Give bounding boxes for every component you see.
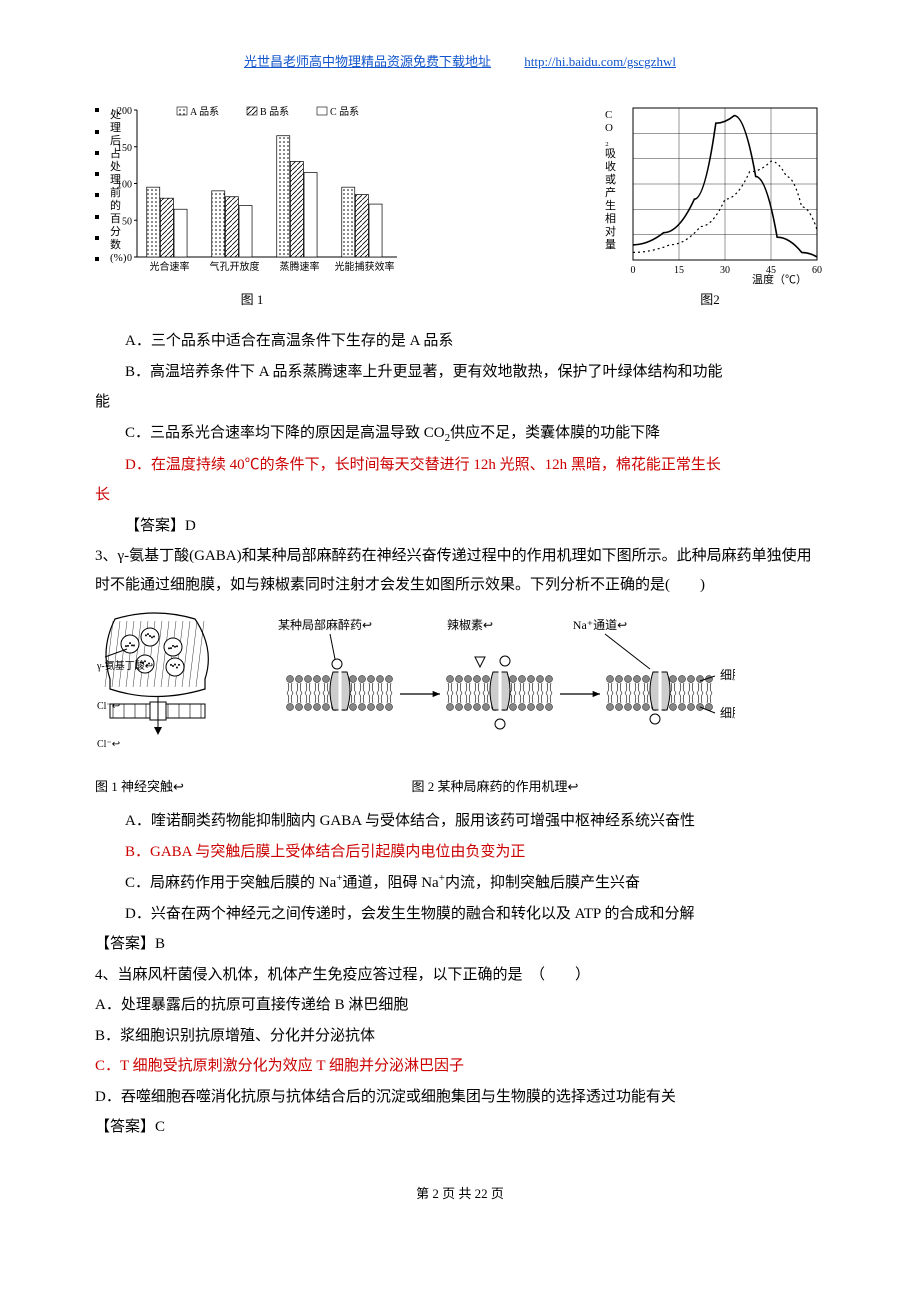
bar-chart-svg: 处理后占处理前的百分数(%)050100150200A 品系B 品系C 品系光合… (102, 100, 402, 285)
q3-fig1-caption: 图 1 神经突触↩ (95, 775, 225, 800)
svg-text:气孔开放度: 气孔开放度 (210, 260, 260, 273)
mechanism-svg: 某种局部麻醉药↩ 辣椒素↩ Na⁺通道↩ 细胞膜↩ 细胞内↩ (255, 609, 735, 764)
svg-text:数: 数 (110, 238, 121, 251)
svg-text:或: 或 (605, 173, 616, 186)
svg-text:O: O (605, 122, 613, 134)
svg-text:辣椒素↩: 辣椒素↩ (447, 618, 493, 632)
svg-text:15: 15 (674, 265, 684, 276)
svg-text:量: 量 (605, 238, 616, 251)
svg-text:处: 处 (110, 160, 121, 173)
q2-opt-d: D．在温度持续 40℃的条件下，长时间每天交替进行 12h 光照、12h 黑暗，… (95, 451, 825, 480)
figures-row: 处理后占处理前的百分数(%)050100150200A 品系B 品系C 品系光合… (95, 100, 825, 313)
q3-opt-b: B．GABA 与突触后膜上受体结合后引起膜内电位由负变为正 (95, 838, 825, 867)
svg-text:分: 分 (110, 225, 121, 238)
svg-text:B 品系: B 品系 (260, 106, 289, 118)
svg-text:0: 0 (631, 265, 636, 276)
svg-text:(%): (%) (110, 252, 127, 264)
svg-text:A 品系: A 品系 (190, 106, 219, 118)
svg-text:0: 0 (127, 253, 132, 264)
svg-text:百: 百 (110, 213, 121, 225)
svg-text:产: 产 (605, 185, 616, 199)
q3-opt-d: D．兴奋在两个神经元之间传递时，会发生生物膜的融合和转化以及 ATP 的合成和分… (95, 900, 825, 929)
svg-text:200: 200 (117, 106, 132, 117)
svg-text:的: 的 (110, 198, 121, 212)
svg-text:细胞内↩: 细胞内↩ (720, 706, 735, 720)
svg-text:50: 50 (122, 216, 132, 227)
svg-text:细胞膜↩: 细胞膜↩ (720, 668, 735, 682)
svg-text:C 品系: C 品系 (330, 106, 359, 118)
svg-text:100: 100 (117, 179, 132, 190)
header-url: http://hi.baidu.com/gscgzhwl (524, 54, 676, 69)
svg-text:₂: ₂ (605, 135, 609, 147)
svg-text:C: C (605, 109, 612, 121)
bullet-column (95, 100, 102, 270)
svg-text:温度（℃）: 温度（℃） (752, 272, 807, 285)
svg-text:蒸腾速率: 蒸腾速率 (280, 260, 320, 273)
svg-text:理: 理 (110, 121, 121, 134)
page-footer: 第 2 页 共 22 页 (95, 1182, 825, 1207)
svg-text:γ-氨基丁酸↩: γ-氨基丁酸↩ (96, 659, 153, 672)
synapse-svg: γ-氨基丁酸↩ Cl⁻↩ Cl⁻↩ (95, 609, 225, 764)
q3-opt-a: A．喹诺酮类药物能抑制脑内 GABA 与受体结合，服用该药可增强中枢神经系统兴奋… (95, 807, 825, 836)
q3-answer: 【答案】B (95, 930, 825, 959)
svg-text:生: 生 (605, 198, 616, 212)
q4-opt-c: C．T 细胞受抗原刺激分化为效应 T 细胞并分泌淋巴因子 (95, 1052, 825, 1081)
q3-fig2: 某种局部麻醉药↩ 辣椒素↩ Na⁺通道↩ 细胞膜↩ 细胞内↩ 图 2 某种局麻药的作用机… (255, 609, 735, 799)
page-header: 光世昌老师高中物理精品资源免费下载地址 http://hi.baidu.com/… (95, 50, 825, 75)
svg-text:60: 60 (812, 265, 822, 276)
q3-fig2-caption: 图 2 某种局麻药的作用机理↩ (255, 775, 735, 800)
q3-fig1: γ-氨基丁酸↩ Cl⁻↩ Cl⁻↩ 图 1 神经突触↩ (95, 609, 225, 799)
header-author: 光世昌老师高中物理精品资源免费下载地址 (244, 54, 491, 69)
fig2-caption: 图2 (700, 288, 720, 313)
line-chart-svg: CO₂吸收或产生相对量015304560温度（℃） (595, 100, 825, 285)
svg-text:30: 30 (720, 265, 730, 276)
q4-stem: 4、当麻风杆菌侵入机体，机体产生免疫应答过程，以下正确的是 （ ） (95, 961, 825, 990)
svg-text:光能捕获效率: 光能捕获效率 (335, 260, 395, 273)
q2-opt-b-tail: 能 (95, 388, 825, 417)
q4-answer: 【答案】C (95, 1113, 825, 1142)
q3-diagrams: γ-氨基丁酸↩ Cl⁻↩ Cl⁻↩ 图 1 神经突触↩ 某种局部麻醉药↩ 辣椒素↩ Na… (95, 609, 825, 799)
q2-opt-a: A．三个品系中适合在高温条件下生存的是 A 品系 (95, 327, 825, 356)
q3-opt-c: C．局麻药作用于突触后膜的 Na+通道，阻碍 Na+内流，抑制突触后膜产生兴奋 (95, 868, 825, 898)
svg-text:Cl⁻↩: Cl⁻↩ (97, 739, 120, 750)
q2-answer: 【答案】D (95, 512, 825, 541)
figure-2: CO₂吸收或产生相对量015304560温度（℃） 图2 (595, 100, 825, 313)
q2-opt-b: B．高温培养条件下 A 品系蒸腾速率上升更显著，更有效地散热，保护了叶绿体结构和… (95, 358, 825, 387)
svg-text:Na⁺通道↩: Na⁺通道↩ (573, 618, 627, 632)
q4-opt-b: B．浆细胞识别抗原增殖、分化并分泌抗体 (95, 1022, 825, 1051)
svg-text:150: 150 (117, 142, 132, 153)
svg-text:吸: 吸 (605, 148, 616, 160)
svg-text:Cl⁻↩: Cl⁻↩ (97, 701, 120, 712)
q4-opt-d: D．吞噬细胞吞噬消化抗原与抗体结合后的沉淀或细胞集团与生物膜的选择透过功能有关 (95, 1083, 825, 1112)
svg-text:某种局部麻醉药↩: 某种局部麻醉药↩ (278, 617, 372, 632)
svg-text:收: 收 (605, 159, 616, 173)
q3-stem: 3、γ-氨基丁酸(GABA)和某种局部麻醉药在神经兴奋传递过程中的作用机理如下图… (95, 542, 825, 599)
figure-1: 处理后占处理前的百分数(%)050100150200A 品系B 品系C 品系光合… (102, 100, 402, 313)
svg-text:光合速率: 光合速率 (150, 260, 190, 273)
q2-opt-d-tail: 长 (95, 481, 825, 510)
svg-text:相: 相 (605, 212, 616, 225)
svg-text:对: 对 (605, 224, 616, 238)
q2-opt-c: C．三品系光合速率均下降的原因是高温导致 CO2供应不足，类囊体膜的功能下降 (95, 419, 825, 449)
fig1-caption: 图 1 (241, 288, 264, 313)
q4-opt-a: A．处理暴露后的抗原可直接传递给 B 淋巴细胞 (95, 991, 825, 1020)
